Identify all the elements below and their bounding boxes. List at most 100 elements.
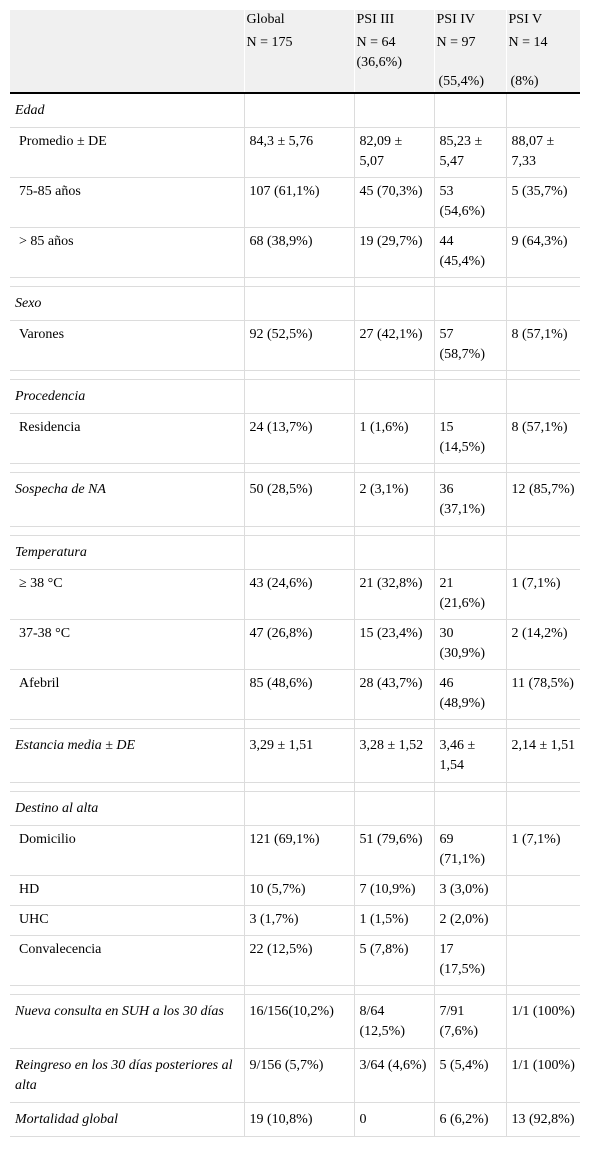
spacer-row (10, 463, 580, 473)
row-label: Promedio ± DE (10, 127, 245, 178)
row-label: 37-38 °C (10, 619, 245, 670)
table-row-promedio: Promedio ± DE 84,3 ± 5,76 82,09 ± 5,07 8… (10, 127, 580, 178)
section-row-temperatura: Temperatura (10, 535, 580, 570)
header-psi-iv-label: PSI IV (436, 12, 476, 27)
cell-psi-iv: 7/91 (7,6%) (434, 994, 507, 1049)
cell-psi-iv: 15 (14,5%) (434, 413, 507, 464)
cell-psi-v (506, 875, 580, 906)
cell-psi-iv: 46 (48,9%) (434, 669, 507, 720)
cell-global: 3,29 ± 1,51 (244, 728, 355, 783)
table-row-mortalidad: Mortalidad global 19 (10,8%) 0 6 (6,2%) … (10, 1102, 580, 1137)
cell-psi-iv: 69 (71,1%) (434, 825, 507, 876)
table-row-reingreso: Reingreso en los 30 días posteriores al … (10, 1048, 580, 1103)
header-empty-cell (10, 10, 245, 94)
table-row-t37-38: 37-38 °C 47 (26,8%) 15 (23,4%) 30 (30,9%… (10, 619, 580, 670)
cell-psi-iv: 2 (2,0%) (434, 905, 507, 936)
row-label: Convalecencia (10, 935, 245, 986)
header-psi-iii-pct: (36,6%) (356, 55, 403, 70)
cell-global: 43 (24,6%) (244, 569, 355, 620)
cell-global: 22 (12,5%) (244, 935, 355, 986)
table-row-uhc: UHC 3 (1,7%) 1 (1,5%) 2 (2,0%) (10, 905, 580, 936)
cell-global: 85 (48,6%) (244, 669, 355, 720)
header-psi-iv: PSI IV N = 97 (55,4%) (434, 10, 507, 94)
cell-global: 24 (13,7%) (244, 413, 355, 464)
section-row-procedencia: Procedencia (10, 379, 580, 414)
cell-global: 10 (5,7%) (244, 875, 355, 906)
section-label: Procedencia (10, 379, 245, 414)
cell-psi-iii: 3/64 (4,6%) (354, 1048, 435, 1103)
cell-psi-iii: 8/64 (12,5%) (354, 994, 435, 1049)
section-row-edad: Edad (10, 93, 580, 128)
cell-psi-iv: 44 (45,4%) (434, 227, 507, 278)
table-row-convalecencia: Convalecencia 22 (12,5%) 5 (7,8%) 17 (17… (10, 935, 580, 986)
cell-global: 84,3 ± 5,76 (244, 127, 355, 178)
table-row-afebril: Afebril 85 (48,6%) 28 (43,7%) 46 (48,9%)… (10, 669, 580, 720)
cell-psi-iv: 57 (58,7%) (434, 320, 507, 371)
row-label: Estancia media ± DE (10, 728, 245, 783)
table-row-mas-85: > 85 años 68 (38,9%) 19 (29,7%) 44 (45,4… (10, 227, 580, 278)
cell-psi-v (506, 935, 580, 986)
row-label: Afebril (10, 669, 245, 720)
table-header-row: Global N = 175 PSI III N = 64 (36,6%) PS… (10, 10, 580, 94)
cell-global: 121 (69,1%) (244, 825, 355, 876)
cell-global: 47 (26,8%) (244, 619, 355, 670)
header-psi-v-pct: (8%) (510, 74, 539, 89)
cell-global: 50 (28,5%) (244, 472, 355, 527)
section-row-destino: Destino al alta (10, 791, 580, 826)
table-row-t38: ≥ 38 °C 43 (24,6%) 21 (32,8%) 21 (21,6%)… (10, 569, 580, 620)
row-label: Mortalidad global (10, 1102, 245, 1137)
section-label: Temperatura (10, 535, 245, 570)
row-label: Varones (10, 320, 245, 371)
row-label: > 85 años (10, 227, 245, 278)
cell-psi-iii: 15 (23,4%) (354, 619, 435, 670)
spacer-row (10, 719, 580, 729)
cell-psi-iii: 45 (70,3%) (354, 177, 435, 228)
cell-global: 107 (61,1%) (244, 177, 355, 228)
section-label: Sexo (10, 286, 245, 321)
table-row-residencia: Residencia 24 (13,7%) 1 (1,6%) 15 (14,5%… (10, 413, 580, 464)
cell-psi-iii: 1 (1,6%) (354, 413, 435, 464)
row-label: Domicilio (10, 825, 245, 876)
cell-psi-v: 13 (92,8%) (506, 1102, 580, 1137)
table-row-75-85: 75-85 años 107 (61,1%) 45 (70,3%) 53 (54… (10, 177, 580, 228)
header-global: Global N = 175 (244, 10, 355, 94)
spacer-row (10, 526, 580, 536)
cell-psi-iii: 21 (32,8%) (354, 569, 435, 620)
table-row-domicilio: Domicilio 121 (69,1%) 51 (79,6%) 69 (71,… (10, 825, 580, 876)
cell-psi-iv: 5 (5,4%) (434, 1048, 507, 1103)
row-label: 75-85 años (10, 177, 245, 228)
cell-global: 9/156 (5,7%) (244, 1048, 355, 1103)
table-row-hd: HD 10 (5,7%) 7 (10,9%) 3 (3,0%) (10, 875, 580, 906)
cell-psi-iii: 27 (42,1%) (354, 320, 435, 371)
cell-psi-iii: 82,09 ± 5,07 (354, 127, 435, 178)
cell-psi-v: 9 (64,3%) (506, 227, 580, 278)
cell-global: 68 (38,9%) (244, 227, 355, 278)
header-psi-iii-n: N = 64 (356, 35, 396, 50)
cell-psi-v: 1/1 (100%) (506, 994, 580, 1049)
spacer-row (10, 782, 580, 792)
cell-psi-iii: 5 (7,8%) (354, 935, 435, 986)
cell-psi-iii: 19 (29,7%) (354, 227, 435, 278)
table-row-varones: Varones 92 (52,5%) 27 (42,1%) 57 (58,7%)… (10, 320, 580, 371)
cell-global: 16/156(10,2%) (244, 994, 355, 1049)
row-label: Nueva consulta en SUH a los 30 días (10, 994, 245, 1049)
data-table-container: Global N = 175 PSI III N = 64 (36,6%) PS… (10, 10, 580, 1137)
header-psi-iv-pct: (55,4%) (438, 74, 485, 89)
cell-psi-v: 8 (57,1%) (506, 320, 580, 371)
cell-psi-v: 11 (78,5%) (506, 669, 580, 720)
cell-psi-iv: 85,23 ± 5,47 (434, 127, 507, 178)
cell-psi-v: 5 (35,7%) (506, 177, 580, 228)
cell-psi-iii: 28 (43,7%) (354, 669, 435, 720)
row-label: Reingreso en los 30 días posteriores al … (10, 1048, 245, 1103)
section-label: Edad (10, 93, 245, 128)
cell-psi-v: 8 (57,1%) (506, 413, 580, 464)
section-row-sexo: Sexo (10, 286, 580, 321)
spacer-row (10, 985, 580, 995)
clinical-data-table: Global N = 175 PSI III N = 64 (36,6%) PS… (10, 10, 580, 1137)
header-psi-iv-n: N = 97 (436, 35, 476, 50)
table-row-sospecha: Sospecha de NA 50 (28,5%) 2 (3,1%) 36 (3… (10, 472, 580, 527)
cell-psi-iii: 1 (1,5%) (354, 905, 435, 936)
cell-psi-iii: 0 (354, 1102, 435, 1137)
cell-psi-iv: 36 (37,1%) (434, 472, 507, 527)
header-psi-iii-label: PSI III (356, 12, 395, 27)
